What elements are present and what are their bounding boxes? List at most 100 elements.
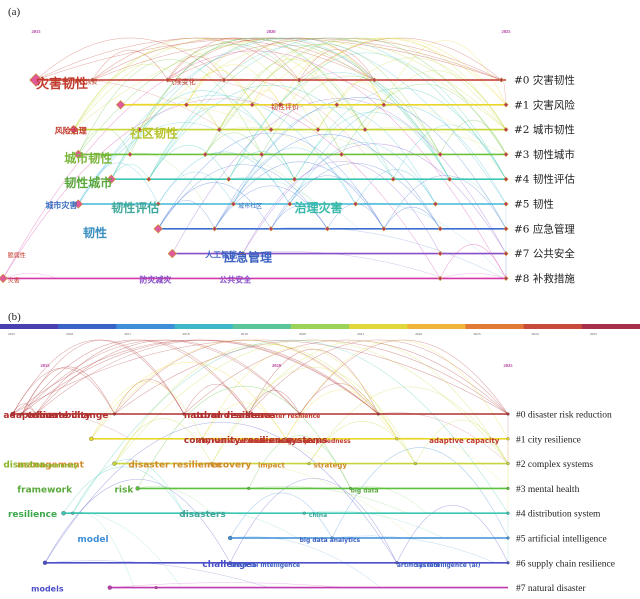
arc-link: [35, 339, 300, 415]
keyword-label: risk: [114, 485, 134, 495]
arc-link: [219, 102, 272, 130]
node-marker: [503, 151, 509, 157]
arc-link: [91, 362, 286, 439]
arc-link: [73, 37, 319, 130]
arc-link: [2, 50, 507, 279]
arc-link: [12, 367, 115, 415]
arc-link: [211, 462, 414, 539]
arc-link: [270, 37, 507, 130]
arc-link: [21, 366, 115, 415]
scale-year-label: 2016: [66, 332, 73, 336]
scale-year-label: 2020: [299, 332, 306, 336]
node-marker: [353, 201, 359, 207]
node-marker: [334, 102, 340, 108]
arc-link: [35, 37, 225, 81]
arc-link: [114, 418, 212, 464]
arc-link: [186, 69, 253, 105]
arc-link: [317, 57, 507, 130]
arc-link: [280, 103, 356, 180]
node-marker: [349, 486, 353, 490]
arc-link: [214, 185, 328, 229]
node-marker: [447, 176, 453, 182]
keyword-label: preparedness: [304, 438, 351, 445]
node-marker: [506, 437, 510, 441]
node-marker: [153, 224, 163, 234]
arc-link: [223, 78, 366, 155]
year-tick-label: 2025: [502, 29, 512, 34]
node-marker: [167, 248, 177, 259]
arc-link: [78, 37, 507, 205]
node-marker: [437, 275, 443, 281]
keyword-label: urban resilience: [193, 411, 275, 421]
scale-segment: [523, 324, 583, 329]
panel-a-timeline: (a) 2015 2020 2025 #0 灾害韧性 #1 灾害风险 #2 城市韧性 #3 韧…: [0, 6, 575, 285]
arc-link: [78, 95, 356, 205]
node-marker: [221, 77, 227, 83]
arc-link: [251, 89, 281, 105]
arc-link: [110, 37, 394, 180]
node-marker: [115, 100, 126, 110]
cluster-label: #1 city resilience: [516, 435, 581, 445]
arc-link: [183, 510, 298, 539]
scale-segment: [349, 324, 408, 329]
year-tick-label: 2020: [267, 29, 277, 34]
arc-link: [332, 535, 496, 564]
node-marker: [20, 412, 24, 416]
keyword-label: natural disasters: [184, 411, 270, 421]
node-marker: [506, 561, 510, 565]
keyword-label: vulnerability: [26, 411, 90, 421]
node-marker: [226, 176, 232, 182]
node-marker: [324, 226, 330, 232]
keyword-label: big data analytics: [300, 537, 361, 544]
node-marker: [61, 511, 66, 516]
scale-segment: [174, 324, 234, 329]
arc-link: [21, 408, 36, 415]
arc-link: [139, 97, 220, 130]
node-marker: [362, 127, 368, 133]
node-marker: [395, 437, 399, 441]
year-tick-label: 2025: [504, 363, 514, 368]
arc-link: [308, 421, 416, 464]
node-marker: [107, 585, 112, 590]
arc-link: [270, 205, 328, 229]
cluster-label: #6 应急管理: [514, 222, 575, 235]
arc-link: [92, 37, 300, 81]
keyword-label: framework: [17, 485, 73, 495]
cluster-label: #2 城市韧性: [514, 123, 575, 136]
arc-link: [289, 142, 436, 205]
node-marker: [247, 486, 251, 490]
arc-link: [157, 171, 234, 205]
node-marker: [183, 102, 189, 108]
node-marker: [112, 412, 116, 416]
arc-link: [285, 339, 509, 439]
arc-link: [350, 485, 427, 514]
arc-link: [270, 227, 505, 279]
keyword-label: 韧性城市: [64, 175, 112, 190]
scale-segment: [58, 324, 117, 329]
arc-link: [202, 346, 398, 439]
arc-link: [355, 169, 436, 205]
node-marker: [296, 77, 302, 83]
node-marker: [212, 226, 218, 232]
arc-link: [157, 182, 272, 229]
scale-segment: [232, 324, 292, 329]
arc-link: [211, 367, 416, 464]
node-marker: [381, 226, 387, 232]
arc-link: [228, 151, 295, 180]
node-marker: [284, 437, 288, 441]
arc-link: [202, 402, 286, 439]
scale-segment: [116, 324, 176, 329]
arc-link: [12, 411, 131, 440]
arc-link: [440, 273, 507, 279]
node-marker: [89, 436, 94, 441]
keyword-label: medical resilience: [249, 438, 310, 445]
node-marker: [247, 412, 251, 416]
arc-link: [72, 511, 135, 588]
arc-link: [308, 386, 509, 464]
arc-link: [167, 55, 225, 81]
keyword-label: 人工智能: [205, 250, 237, 260]
node-marker: [165, 77, 171, 83]
node-marker: [200, 437, 204, 441]
keyword-label: disaster management: [239, 438, 313, 445]
